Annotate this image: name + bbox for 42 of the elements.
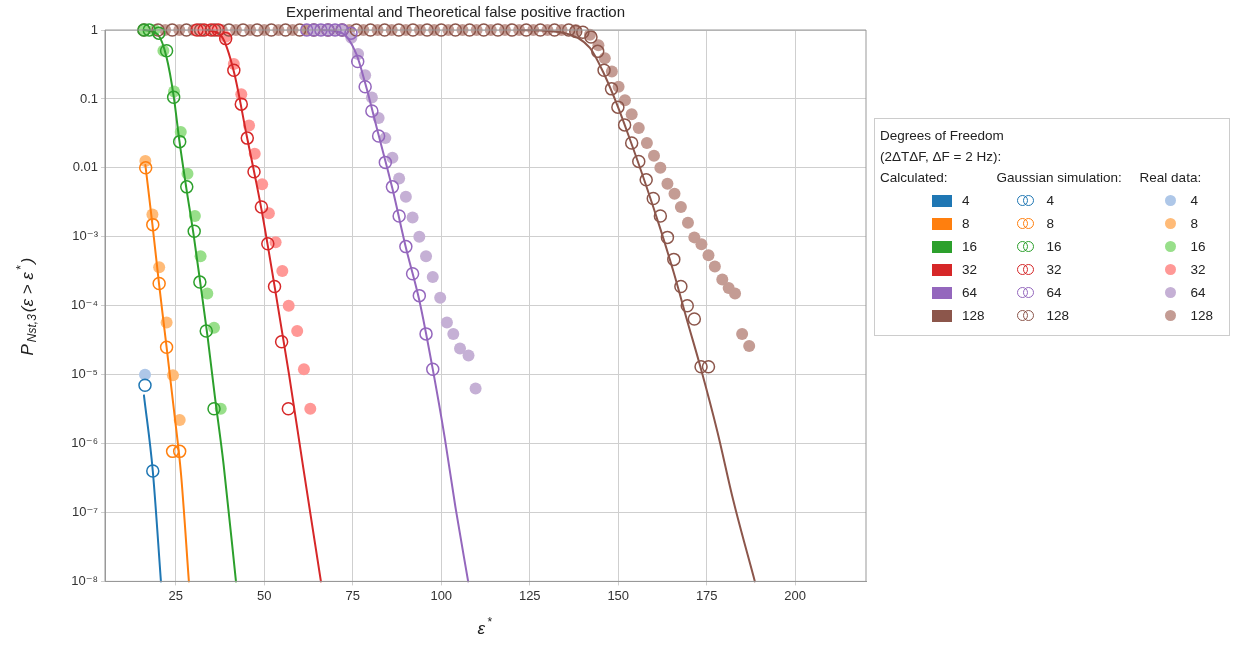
x-tick-label: 150 <box>607 587 630 603</box>
text: Real data: <box>1139 169 1203 187</box>
legend-label: 16 <box>1046 239 1062 254</box>
legend-label: 4 <box>1046 193 1054 208</box>
x-tick-label: 25 <box>168 587 184 603</box>
chart-title: Experimental and Theoretical false positive fraction <box>285 3 626 21</box>
legend-label: 8 <box>962 216 970 231</box>
legend-label: 64 <box>962 285 978 300</box>
y-tick-label: 10⁻⁷ <box>71 504 99 520</box>
legend-label: 128 <box>1046 308 1069 323</box>
legend-label: 128 <box>1190 308 1214 323</box>
x-tick-label: 75 <box>345 587 360 603</box>
legend-label: 32 <box>962 262 978 277</box>
legend-title: Degrees of Freedom (2ΔTΔF, ΔF = 2 Hz): <box>880 127 1005 166</box>
x-axis-title: ε* <box>477 614 492 638</box>
legend-label: 8 <box>1046 216 1054 231</box>
legend-label: 4 <box>1190 193 1199 208</box>
y-tick-label: 10⁻⁵ <box>71 366 98 382</box>
legend-label: 32 <box>1190 262 1206 277</box>
x-tick-label: 125 <box>518 587 541 603</box>
legend-label: 4 <box>962 193 970 208</box>
text: Gaussian simulation: <box>996 169 1123 187</box>
legend-label: 64 <box>1046 285 1062 300</box>
legend-label: 16 <box>962 239 978 254</box>
x-tick-label: 175 <box>695 587 718 603</box>
x-tick-label: 50 <box>257 587 272 603</box>
x-tick-label: 100 <box>430 587 453 603</box>
y-tick-label: 10⁻⁶ <box>71 435 98 451</box>
legend-label: 8 <box>1190 216 1199 231</box>
y-tick-label: 10⁻⁴ <box>71 297 98 313</box>
legend-label: 32 <box>1046 262 1062 277</box>
text: Calculated: <box>880 169 949 187</box>
y-axis-title: PNst,3(ε > ε*) <box>13 257 40 356</box>
legend-label: 16 <box>1190 239 1206 254</box>
y-tick-label: 0.1 <box>79 90 98 106</box>
y-tick-label: 0.01 <box>72 159 98 175</box>
x-tick-label: 200 <box>784 587 807 603</box>
legend-label: 128 <box>962 308 985 323</box>
y-tick-label: 10⁻⁸ <box>71 572 98 588</box>
y-tick-label: 10⁻³ <box>72 228 99 244</box>
legend-label: 64 <box>1190 285 1206 300</box>
y-tick-label: 1 <box>90 21 98 37</box>
